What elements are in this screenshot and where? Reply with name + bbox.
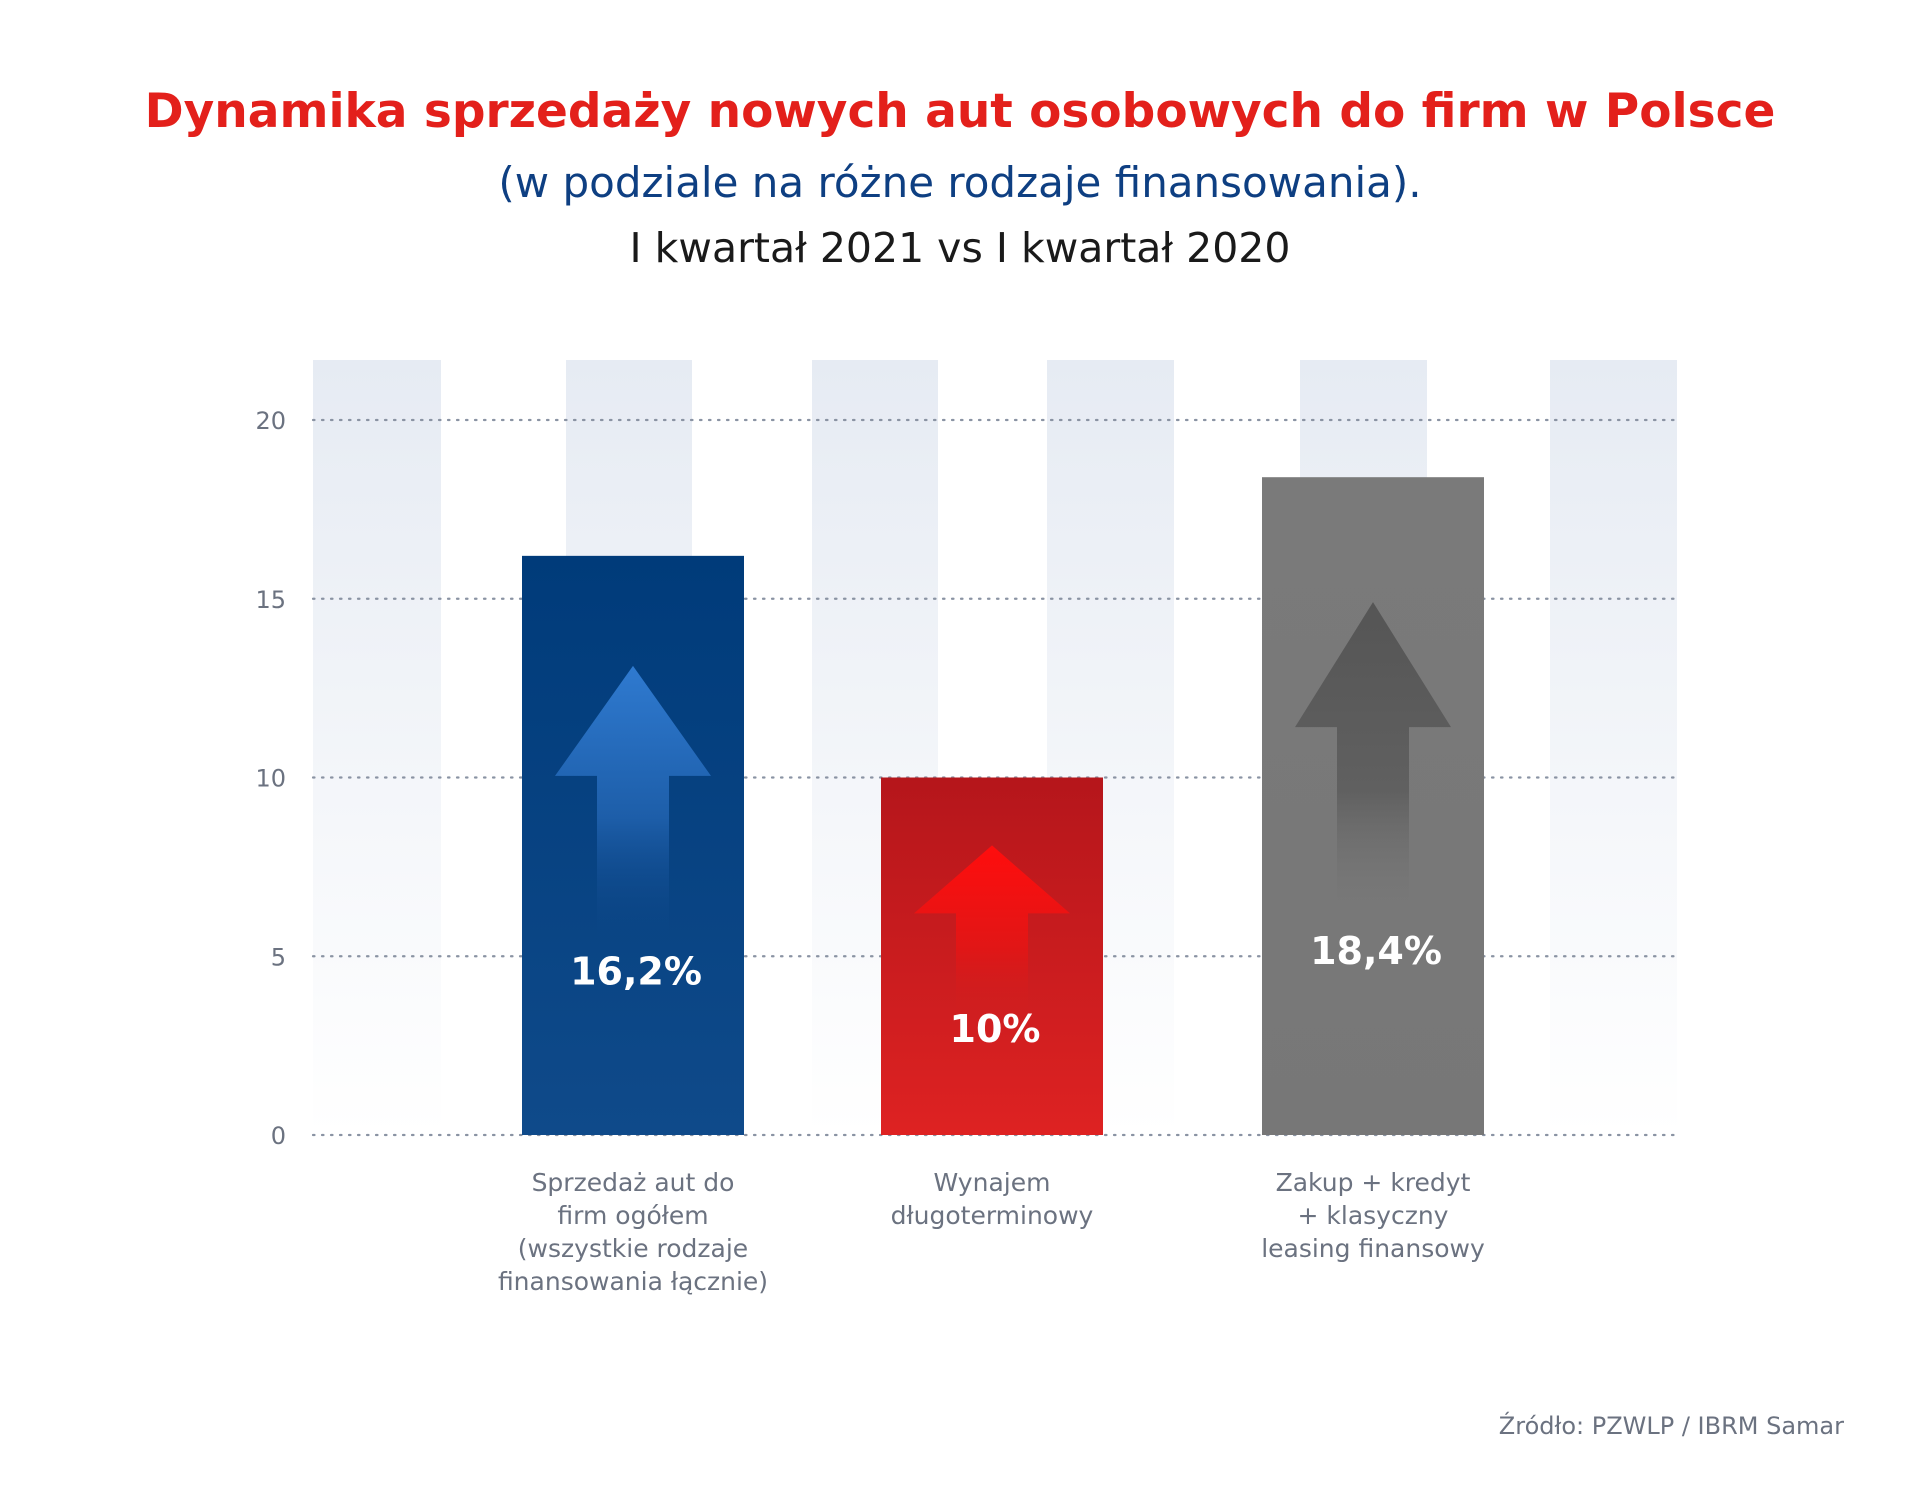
y-tick-label-10: 10	[255, 765, 286, 793]
arrow-up-icon	[914, 845, 1070, 1017]
data-label-long-term-rental: 10%	[950, 1007, 1041, 1051]
category-label-total-sales: Sprzedaż aut do firm ogółem (wszystkie r…	[497, 1168, 769, 1296]
y-tick-label-20: 20	[255, 407, 286, 435]
y-tick-label-15: 15	[255, 586, 286, 614]
data-label-purchase-credit-leasing: 18,4%	[1310, 929, 1442, 973]
source-note: Źródło: PZWLP / IBRM Samar	[1498, 1412, 1844, 1440]
background-stripe-1	[313, 360, 441, 1135]
y-tick-label-5: 5	[271, 943, 286, 971]
chart-period: I kwartał 2021 vs I kwartał 2020	[629, 224, 1291, 272]
y-tick-label-0: 0	[271, 1122, 286, 1150]
category-label-purchase-credit-leasing: Zakup + kredyt + klasyczny leasing finan…	[1261, 1168, 1485, 1263]
chart-title: Dynamika sprzedaży nowych aut osobowych …	[144, 84, 1776, 139]
chart-subtitle: (w podziale na różne rodzaje finansowani…	[498, 158, 1422, 207]
data-label-total-sales: 16,2%	[570, 949, 702, 993]
background-stripe-6	[1550, 360, 1677, 1135]
category-label-long-term-rental: Wynajem długoterminowy	[890, 1168, 1094, 1230]
arrow-up-icon	[555, 665, 711, 943]
arrow-up-icon	[1295, 602, 1451, 917]
